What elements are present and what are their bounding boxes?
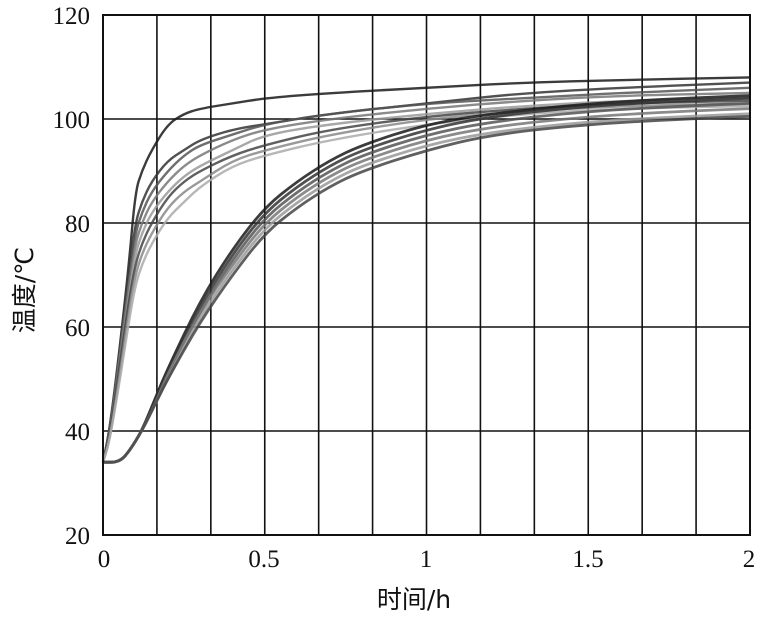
y-axis-label: 温度/℃ [10,247,39,334]
temperature-curve-fast-8 [101,104,751,463]
y-tick-100: 100 [53,107,91,134]
x-tick-0: 0 [98,546,111,573]
x-axis-ticks: 0 0.5 1 1.5 2 [98,546,756,573]
x-axis-label: 时间/h [377,585,451,614]
temperature-curve-slow-6 [103,115,751,464]
temperature-curve-fast-6 [101,99,751,463]
plot-frame [102,14,751,536]
x-tick-1.5: 1.5 [572,546,603,573]
y-tick-20: 20 [65,523,90,550]
grid-lines [103,15,750,535]
x-tick-0.5: 0.5 [248,546,279,573]
temperature-curves [101,76,751,464]
y-axis-ticks: 120 100 80 60 40 20 [53,3,91,550]
y-tick-80: 80 [65,211,90,238]
y-tick-60: 60 [65,315,90,342]
y-tick-120: 120 [53,3,91,30]
x-tick-2: 2 [743,546,756,573]
y-tick-40: 40 [65,419,90,446]
x-tick-1: 1 [420,546,433,573]
